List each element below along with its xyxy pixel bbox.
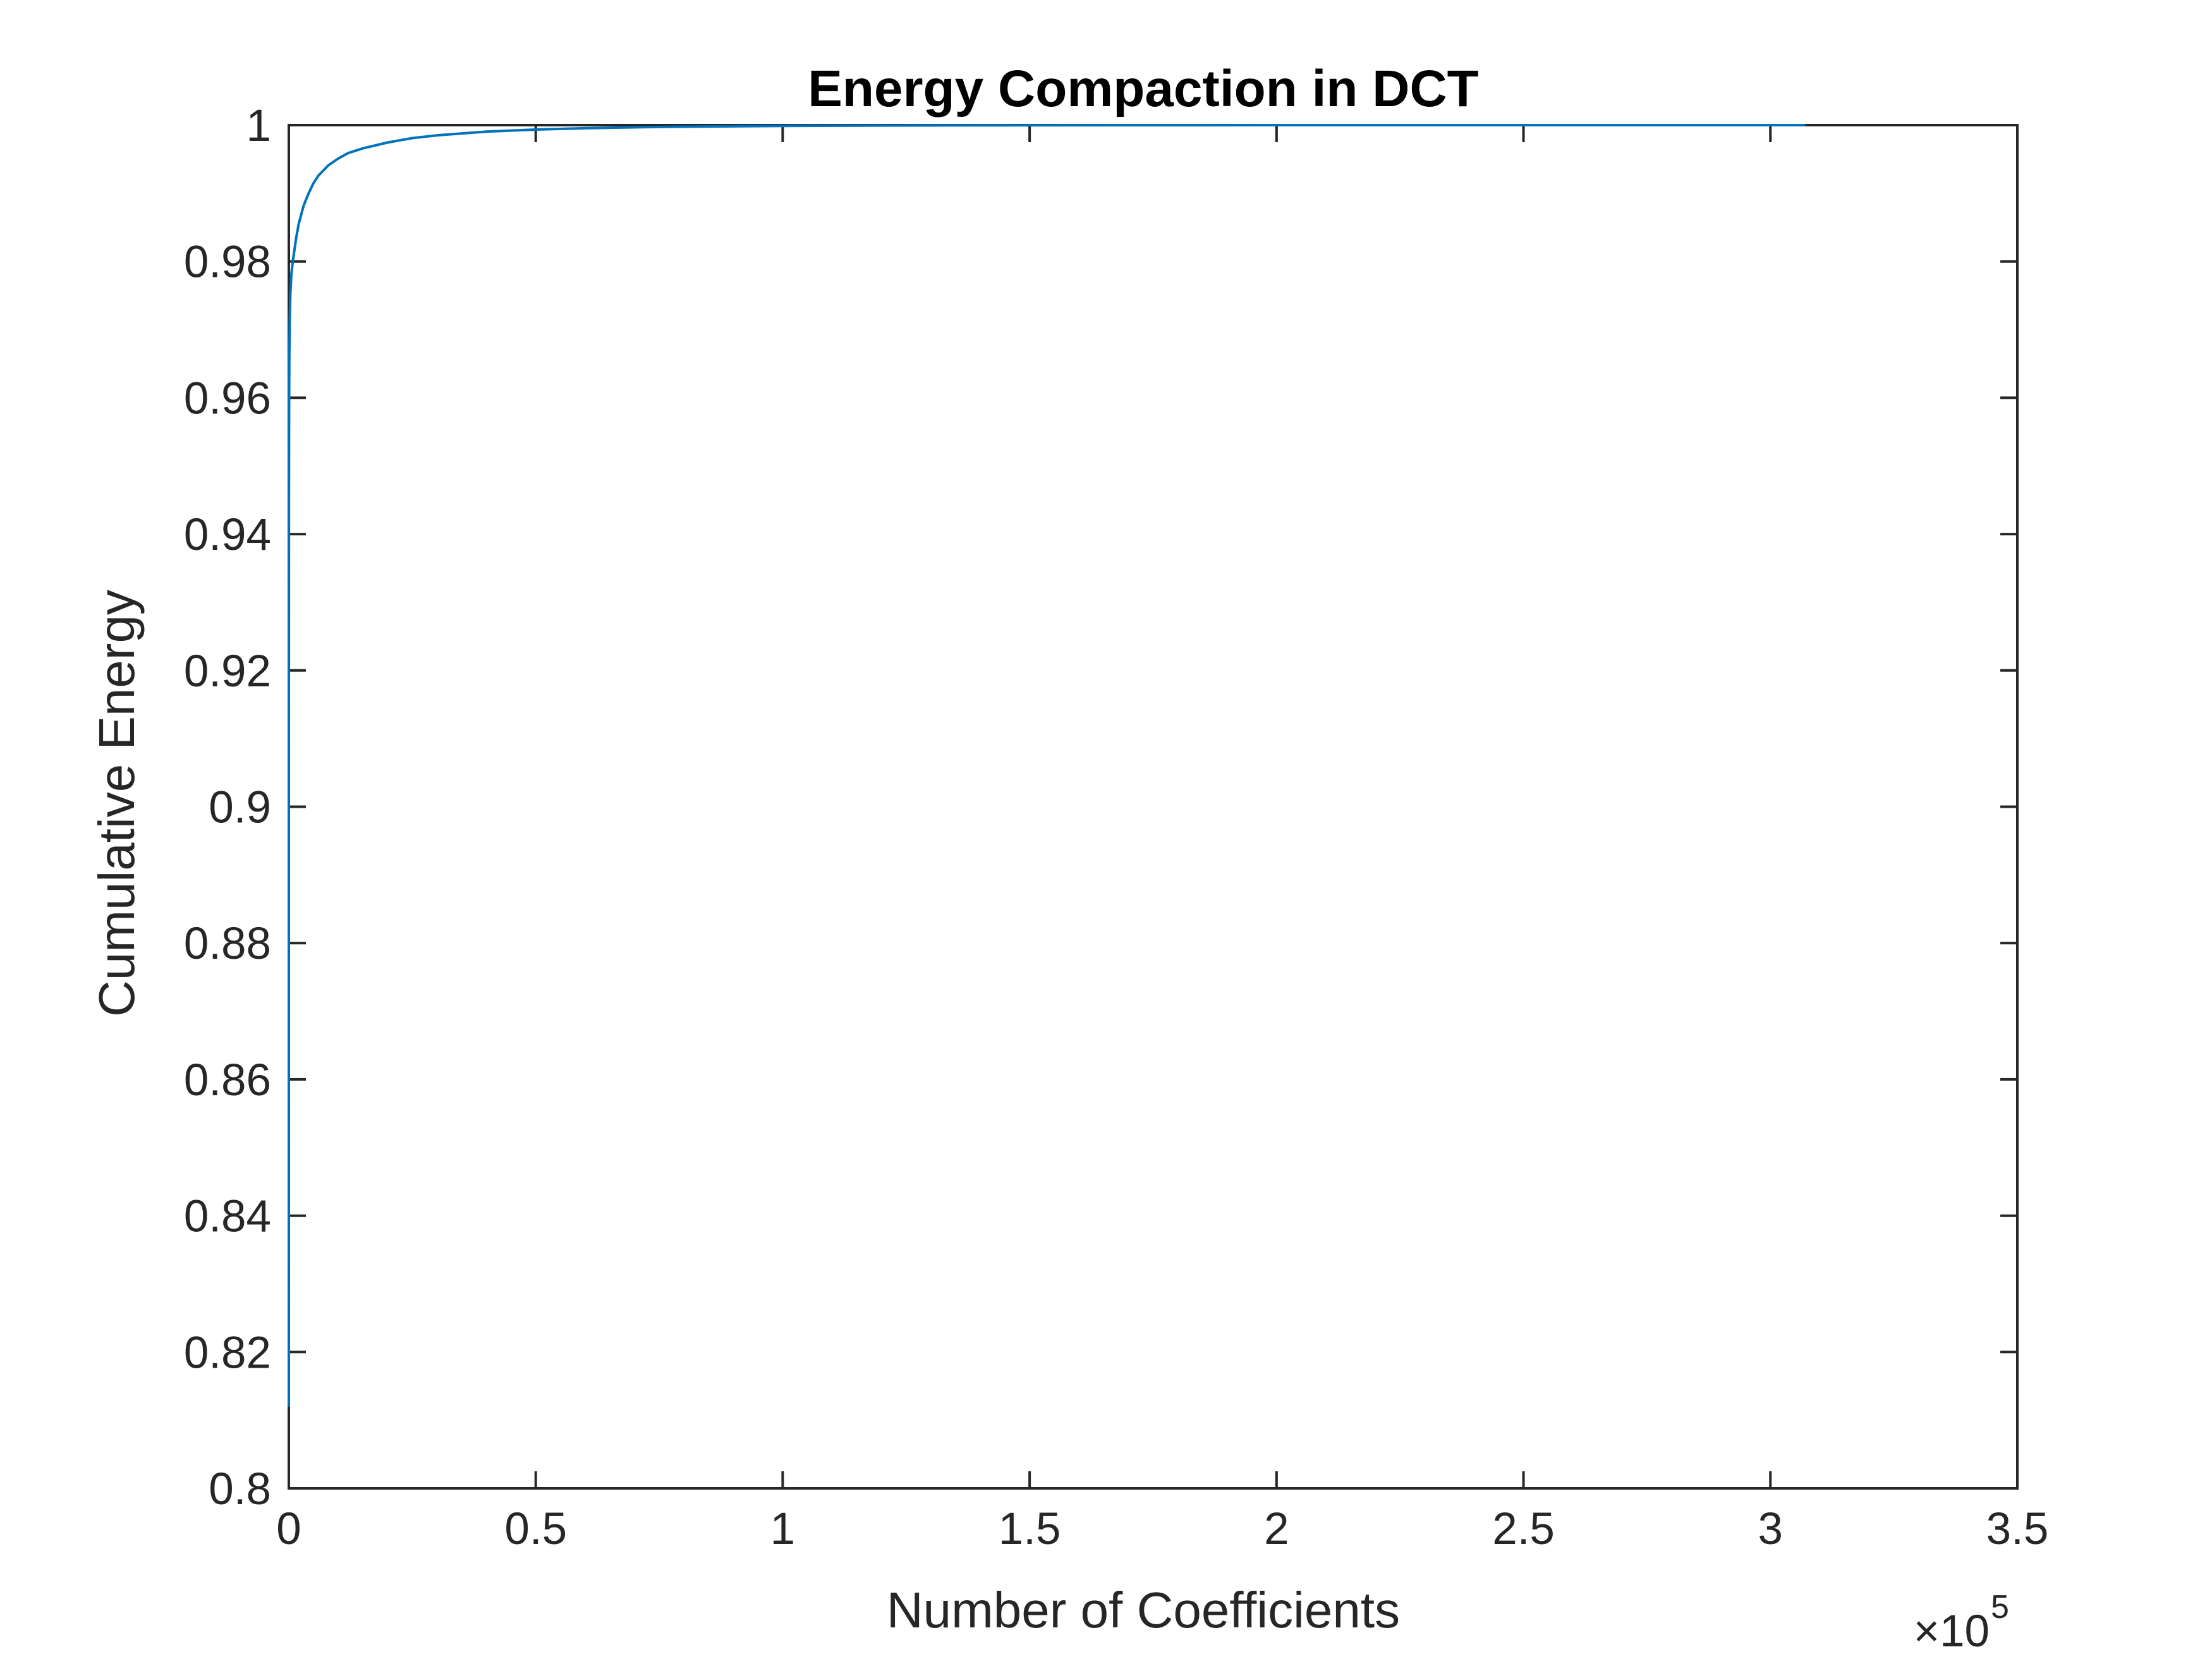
series-line-0 xyxy=(288,124,1805,1407)
y-tick-label: 0.96 xyxy=(184,374,271,423)
chart-title: Energy Compaction in DCT xyxy=(808,60,1479,118)
plot-area: 0 0.5 1 1.5 2 2.5 3 3.5 0.8 0.82 0.84 0.86 0.88 0.9 0.… xyxy=(184,101,2049,1554)
y-tick-label: 0.82 xyxy=(184,1328,271,1378)
x-axis-multiplier-exponent: 5 xyxy=(1991,1589,2009,1626)
x-tick-label: 2.5 xyxy=(1492,1504,1555,1554)
x-tick-label: 0.5 xyxy=(504,1504,567,1554)
x-tick-label: 1.5 xyxy=(999,1504,1061,1554)
y-tick-label: 1 xyxy=(246,101,272,151)
x-axis-multiplier: ×10 xyxy=(1914,1607,1990,1656)
y-tick-label: 0.94 xyxy=(184,510,271,560)
y-tick-label: 0.92 xyxy=(184,647,271,696)
y-tick-label: 0.98 xyxy=(184,238,271,288)
y-tick-label: 0.84 xyxy=(184,1192,271,1242)
x-tick-label: 1 xyxy=(770,1504,796,1554)
x-axis-label: Number of Coefficients xyxy=(887,1582,1400,1638)
y-tick-label: 0.86 xyxy=(184,1055,271,1105)
y-tick-label: 0.9 xyxy=(209,783,271,833)
x-tick-label: 3 xyxy=(1758,1504,1784,1554)
x-tick-label: 2 xyxy=(1264,1504,1289,1554)
x-tick-label: 0 xyxy=(276,1504,301,1554)
y-tick-label: 0.8 xyxy=(209,1464,271,1514)
y-axis-label: Cumulative Energy xyxy=(88,590,145,1017)
y-tick-label: 0.88 xyxy=(184,919,271,969)
x-tick-label: 3.5 xyxy=(1986,1504,2049,1554)
